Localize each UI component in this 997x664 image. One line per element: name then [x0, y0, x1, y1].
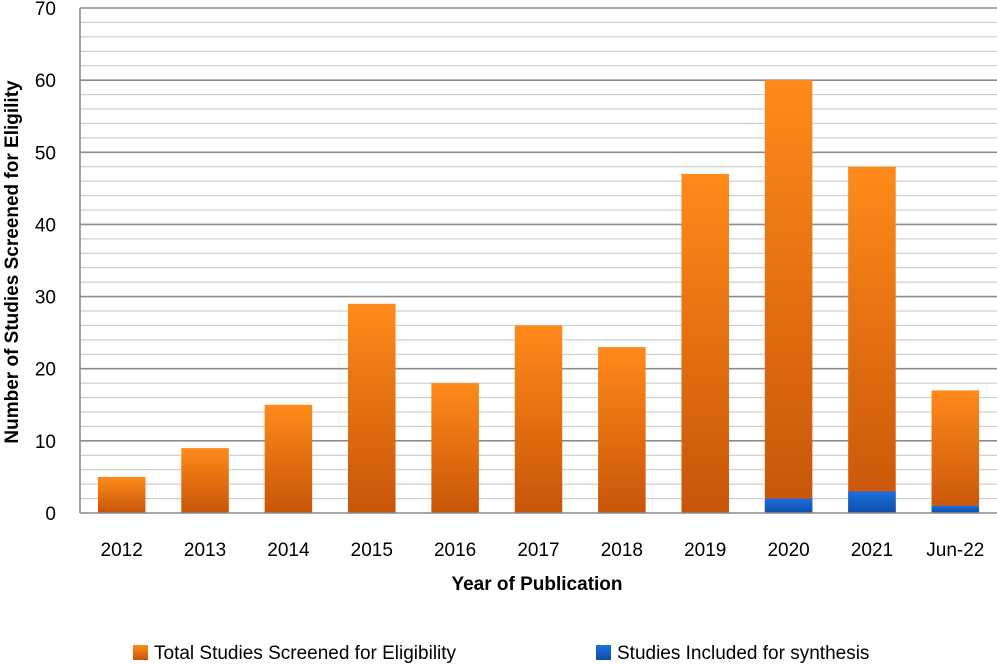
x-axis-title: Year of Publication — [451, 574, 622, 595]
x-tick-label: 2019 — [684, 540, 726, 561]
bar-total-screened — [181, 448, 229, 513]
y-axis-title: Number of Studies Screened for Eligility — [2, 80, 23, 444]
legend-swatch — [133, 645, 148, 660]
legend-label: Total Studies Screened for Eligibility — [154, 643, 457, 664]
x-tick-label: 2018 — [601, 540, 643, 561]
x-tick-label: 2021 — [851, 540, 893, 561]
plot-labels: 0 10 20 30 40 50 60 70 2012 2013 2014 2015 2016 2017 2… — [35, 0, 985, 561]
bar-total-screened — [348, 303, 396, 513]
y-tick-label: 30 — [35, 288, 56, 309]
bar-total-screened — [681, 173, 729, 513]
y-tick-label: 10 — [35, 432, 56, 453]
y-tick-label: 20 — [35, 360, 56, 381]
x-tick-label: Jun-22 — [926, 540, 984, 561]
plot-bars — [97, 80, 980, 514]
x-tick-label: 2017 — [517, 540, 559, 561]
bar-total-screened — [764, 80, 813, 514]
legend-label: Studies Included for synthesis — [617, 643, 869, 664]
bar-included-synthesis — [764, 498, 813, 513]
legend: Total Studies Screened for Eligibility St… — [133, 643, 869, 664]
bar-total-screened — [264, 404, 313, 513]
y-tick-label: 0 — [45, 504, 56, 525]
y-tick-label: 50 — [35, 143, 56, 164]
x-tick-label: 2015 — [351, 540, 393, 561]
bar-included-synthesis — [848, 491, 896, 513]
x-tick-label: 2013 — [184, 540, 226, 561]
bar-total-screened — [931, 390, 980, 513]
bar-total-screened — [598, 347, 646, 513]
y-tick-label: 60 — [35, 71, 56, 92]
x-tick-label: 2020 — [767, 540, 809, 561]
x-tick-label: 2014 — [267, 540, 310, 561]
y-tick-label: 70 — [35, 0, 56, 20]
y-tick-label: 40 — [35, 215, 56, 236]
bar-total-screened — [97, 476, 146, 513]
bar-total-screened — [848, 166, 896, 513]
x-tick-label: 2012 — [101, 540, 143, 561]
bar-total-screened — [514, 325, 563, 513]
plot-axes — [79, 8, 997, 514]
bar-total-screened — [431, 383, 479, 513]
bar-included-synthesis — [931, 505, 980, 513]
legend-swatch — [596, 645, 611, 660]
x-tick-label: 2016 — [434, 540, 476, 561]
